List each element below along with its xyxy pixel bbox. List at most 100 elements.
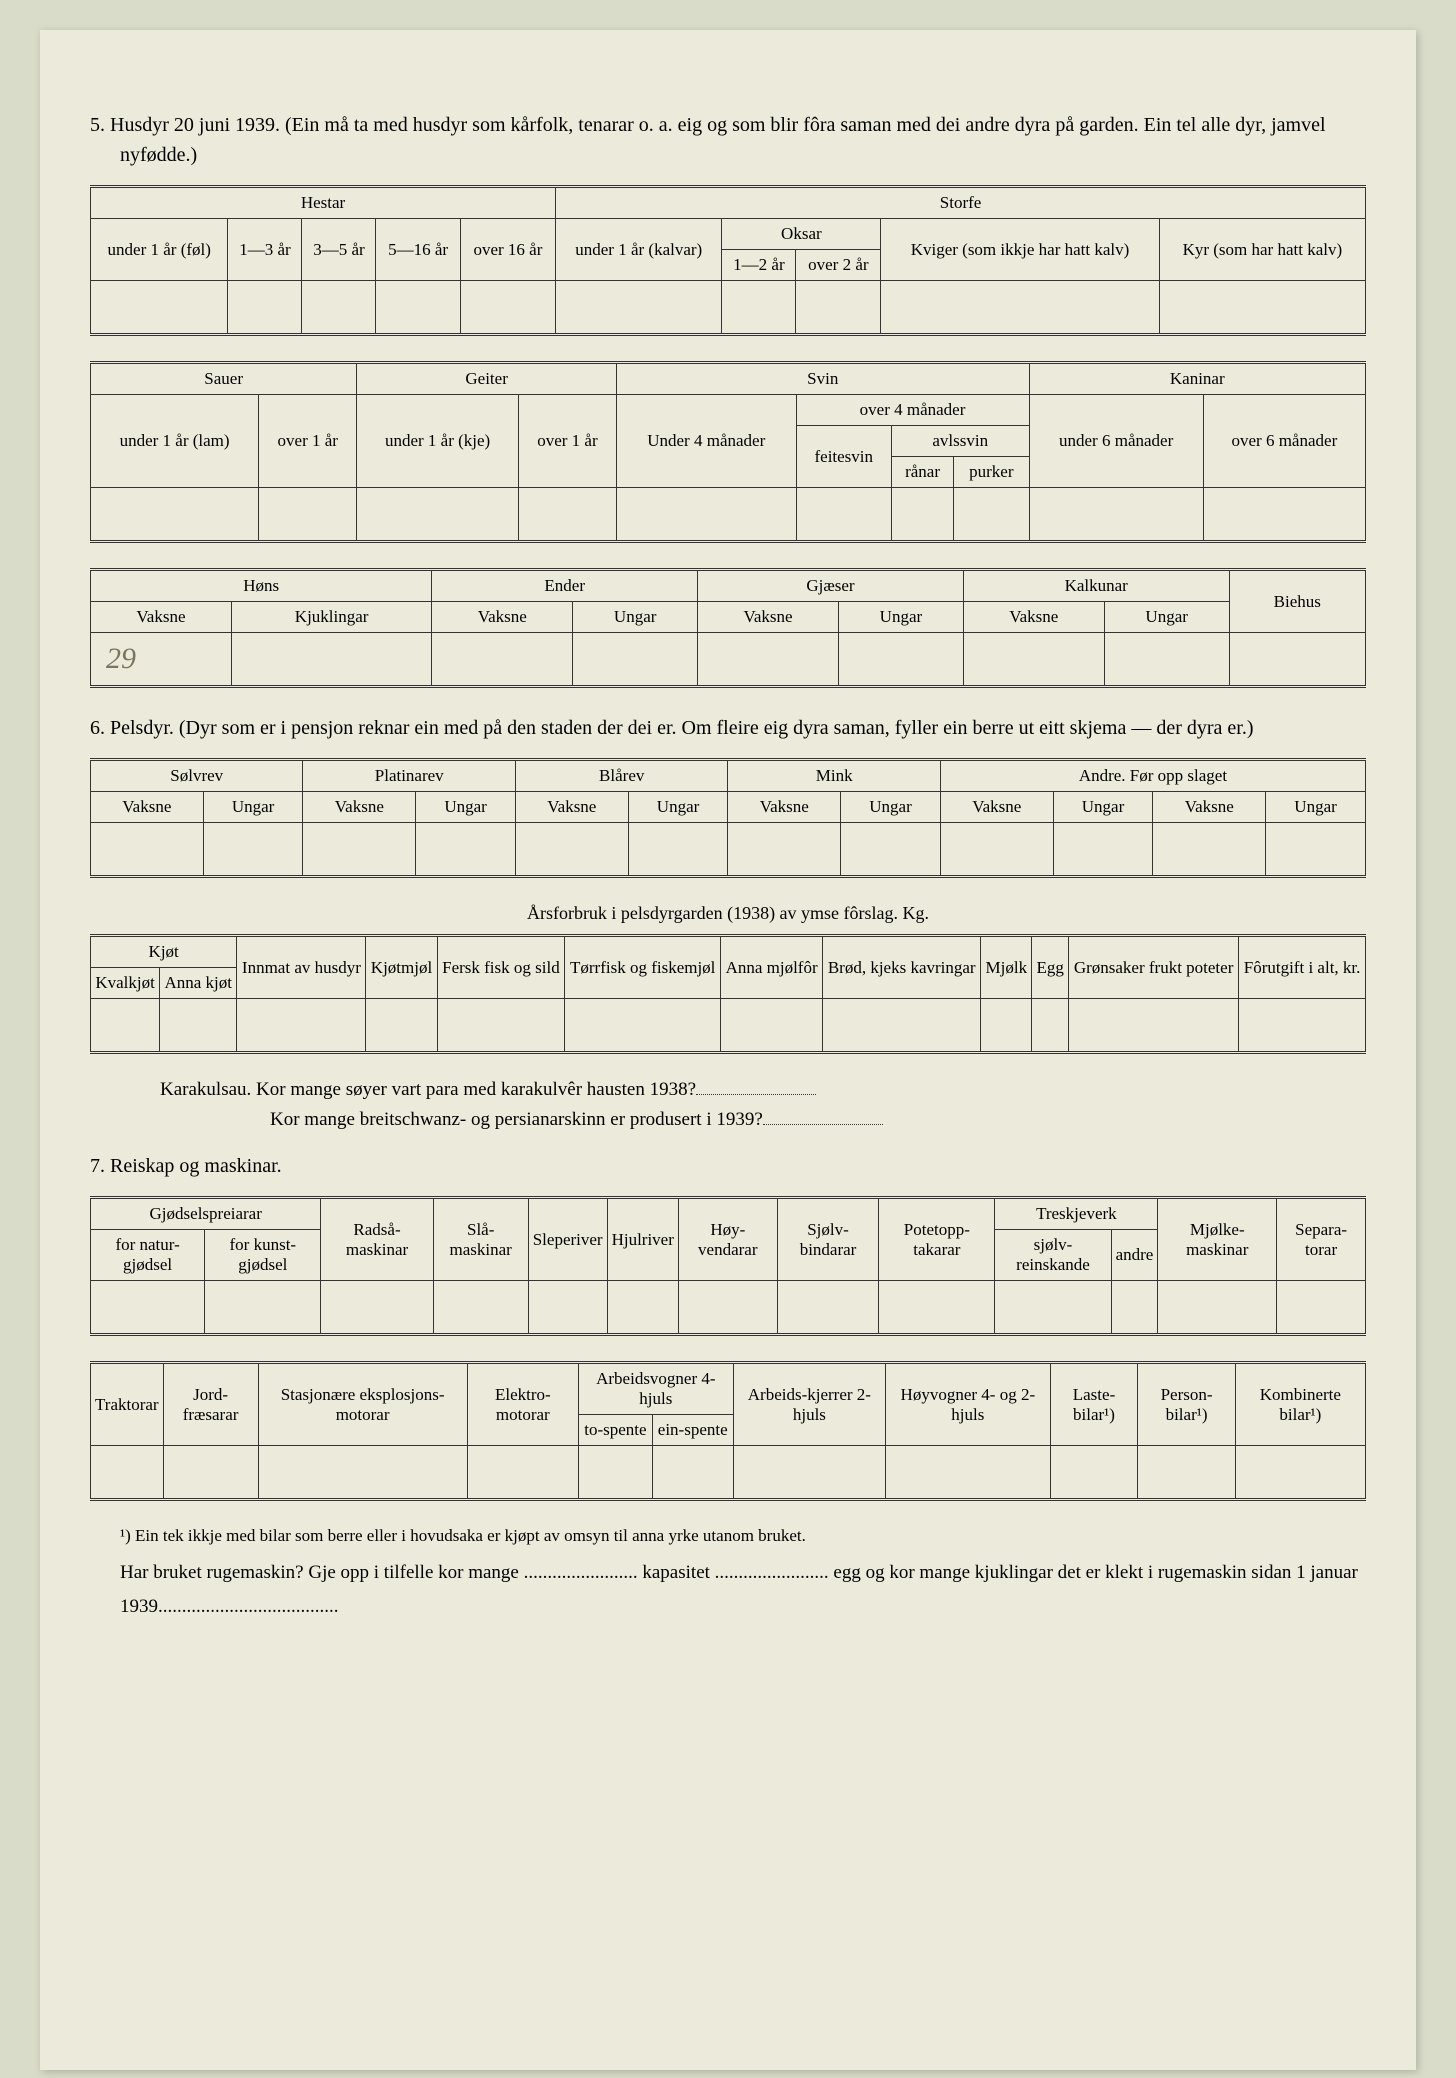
cell xyxy=(565,999,721,1053)
col-vaksne: Vaksne xyxy=(698,602,839,633)
cell xyxy=(722,281,796,335)
jord-header: Jord-fræsarar xyxy=(163,1363,258,1446)
col-ungar: Ungar xyxy=(416,792,516,823)
col-vaksne: Vaksne xyxy=(91,602,232,633)
col-ungar: Ungar xyxy=(1266,792,1366,823)
cell xyxy=(1032,999,1069,1053)
col-ungar: Ungar xyxy=(203,792,303,823)
table-hestar-storfe: Hestar Storfe under 1 år (føl) 1—3 år 3—… xyxy=(90,185,1366,336)
kjotmjol-header: Kjøtmjøl xyxy=(366,936,437,999)
cell xyxy=(579,1446,653,1500)
col-over6m: over 6 månader xyxy=(1203,395,1365,488)
cell xyxy=(160,999,237,1053)
cell xyxy=(573,633,698,687)
cell xyxy=(995,1281,1111,1335)
col-vaksne: Vaksne xyxy=(963,602,1104,633)
cell xyxy=(954,488,1029,542)
col-oksar: Oksar xyxy=(722,219,881,250)
cell xyxy=(841,823,941,877)
col-vaksne: Vaksne xyxy=(91,792,204,823)
cell xyxy=(357,488,519,542)
cell xyxy=(1153,823,1266,877)
rugemaskin-question: Har bruket rugemaskin? Gje opp i tilfell… xyxy=(120,1556,1366,1624)
cell xyxy=(228,281,302,335)
cell-handwritten: 29 xyxy=(91,633,232,687)
document-page: 5. Husdyr 20 juni 1939. (Ein må ta med h… xyxy=(40,30,1416,2070)
col-vaksne: Vaksne xyxy=(1153,792,1266,823)
cell xyxy=(91,488,259,542)
sjolv-header: Sjølv-bindarar xyxy=(777,1198,879,1281)
cell xyxy=(432,633,573,687)
col-feitesvin: feitesvin xyxy=(796,426,891,488)
col-5-16: 5—16 år xyxy=(376,219,460,281)
platinarev-header: Platinarev xyxy=(303,760,515,792)
col-under1kje: under 1 år (kje) xyxy=(357,395,519,488)
sauer-header: Sauer xyxy=(91,363,357,395)
cell xyxy=(892,488,954,542)
cell xyxy=(528,1281,607,1335)
annakjot-header: Anna kjøt xyxy=(160,968,237,999)
cell xyxy=(733,1446,885,1500)
cell xyxy=(1203,488,1365,542)
cell xyxy=(796,281,881,335)
cell xyxy=(237,999,366,1053)
cell xyxy=(628,823,728,877)
gjaeser-header: Gjæser xyxy=(698,570,964,602)
section-5-heading: 5. Husdyr 20 juni 1939. (Ein må ta med h… xyxy=(90,110,1366,170)
cell xyxy=(839,633,964,687)
mjolke-header: Mjølke-maskinar xyxy=(1158,1198,1277,1281)
treskjeverk-header: Treskjeverk xyxy=(995,1198,1158,1230)
cell xyxy=(1138,1446,1235,1500)
cell xyxy=(416,823,516,877)
radsa-header: Radså-maskinar xyxy=(321,1198,433,1281)
andre-header: Andre. Før opp slaget xyxy=(940,760,1365,792)
col-kviger: Kviger (som ikkje har hatt kalv) xyxy=(881,219,1159,281)
cell xyxy=(321,1281,433,1335)
cell xyxy=(1229,633,1365,687)
cell xyxy=(728,823,841,877)
cell xyxy=(616,488,796,542)
hoyv-header: Høyvogner 4- og 2-hjuls xyxy=(886,1363,1051,1446)
cell xyxy=(678,1281,777,1335)
cell xyxy=(823,999,981,1053)
solvrev-header: Sølvrev xyxy=(91,760,303,792)
col-under1kalvar: under 1 år (kalvar) xyxy=(556,219,722,281)
blarev-header: Blårev xyxy=(515,760,727,792)
cell xyxy=(777,1281,879,1335)
torrfisk-header: Tørrfisk og fiskemjøl xyxy=(565,936,721,999)
fornatur-header: for natur-gjødsel xyxy=(91,1230,205,1281)
mjolk-header: Mjølk xyxy=(981,936,1032,999)
cell xyxy=(467,1446,578,1500)
forkunst-header: for kunst-gjødsel xyxy=(205,1230,321,1281)
table-arsforbruk: Kjøt Innmat av husdyr Kjøtmjøl Fersk fis… xyxy=(90,934,1366,1054)
ferskfisk-header: Fersk fisk og sild xyxy=(437,936,565,999)
table-hons: Høns Ender Gjæser Kalkunar Biehus Vaksne… xyxy=(90,568,1366,688)
forutgift-header: Fôrutgift i alt, kr. xyxy=(1239,936,1366,999)
col-kjuklingar: Kjuklingar xyxy=(231,602,431,633)
col-over4m: over 4 månader xyxy=(796,395,1029,426)
traktorar-header: Traktorar xyxy=(91,1363,164,1446)
col-over1s: over 1 år xyxy=(259,395,357,488)
stasj-header: Stasjonære eksplosjons-motorar xyxy=(258,1363,467,1446)
cell xyxy=(163,1446,258,1500)
col-under4m: Under 4 månader xyxy=(616,395,796,488)
mink-header: Mink xyxy=(728,760,940,792)
col-ungar: Ungar xyxy=(839,602,964,633)
kjot-header: Kjøt xyxy=(91,936,237,968)
hons-header: Høns xyxy=(91,570,432,602)
hoy-header: Høy-vendarar xyxy=(678,1198,777,1281)
cell xyxy=(879,1281,995,1335)
arsforbruk-caption: Årsforbruk i pelsdyrgarden (1938) av yms… xyxy=(90,903,1366,924)
cell xyxy=(1239,999,1366,1053)
cell xyxy=(203,823,303,877)
sleperiver-header: Sleperiver xyxy=(528,1198,607,1281)
cell xyxy=(518,488,616,542)
cell xyxy=(303,823,416,877)
col-under1lam: under 1 år (lam) xyxy=(91,395,259,488)
kaninar-header: Kaninar xyxy=(1029,363,1365,395)
cell xyxy=(1053,823,1153,877)
cell xyxy=(302,281,376,335)
cell xyxy=(1266,823,1366,877)
cell xyxy=(881,281,1159,335)
table-reiskap2: Traktorar Jord-fræsarar Stasjonære ekspl… xyxy=(90,1361,1366,1501)
